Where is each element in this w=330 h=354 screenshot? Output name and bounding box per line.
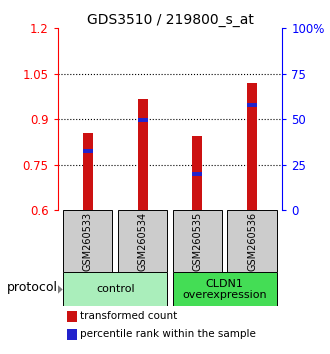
Title: GDS3510 / 219800_s_at: GDS3510 / 219800_s_at (86, 13, 253, 27)
Text: CLDN1
overexpression: CLDN1 overexpression (182, 279, 267, 300)
Bar (67, 311, 77, 322)
Bar (227, 210, 277, 273)
Text: GSM260536: GSM260536 (247, 212, 257, 271)
Bar (247, 103, 257, 107)
Bar (192, 172, 202, 176)
Bar (173, 210, 222, 273)
Bar (192, 136, 202, 210)
Text: GSM260535: GSM260535 (192, 212, 202, 271)
Bar (118, 210, 167, 273)
Bar (138, 99, 148, 210)
Bar (67, 329, 77, 340)
Bar (83, 149, 93, 153)
Bar (173, 273, 277, 307)
Text: protocol: protocol (7, 281, 58, 294)
Bar (63, 210, 113, 273)
Text: percentile rank within the sample: percentile rank within the sample (80, 329, 256, 339)
Bar (63, 273, 167, 307)
Text: transformed count: transformed count (80, 312, 178, 321)
Bar (83, 133, 93, 210)
Bar (138, 118, 148, 122)
Text: control: control (96, 285, 135, 295)
Bar (247, 83, 257, 210)
Text: GSM260533: GSM260533 (83, 212, 93, 271)
Polygon shape (56, 284, 63, 295)
Text: GSM260534: GSM260534 (138, 212, 148, 271)
